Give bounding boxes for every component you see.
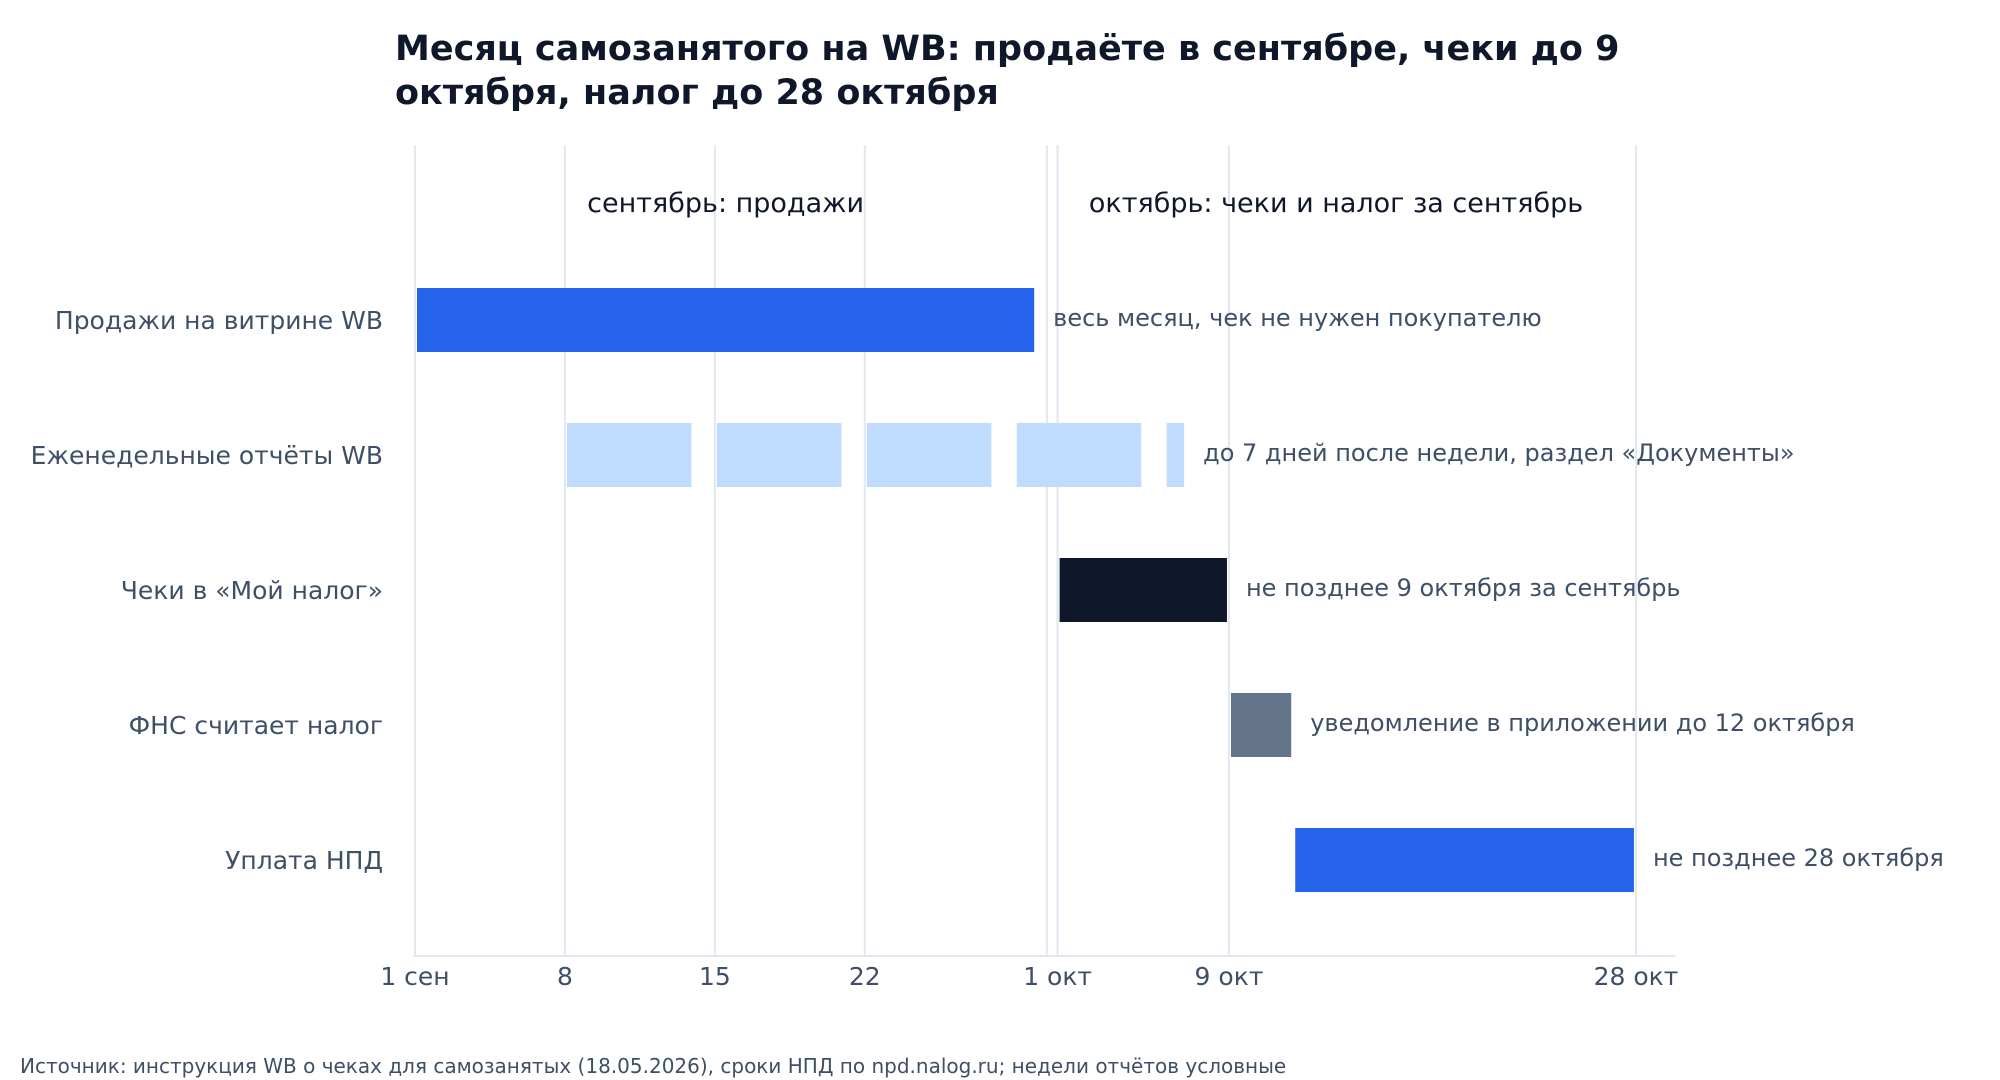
bar-annotation: до 7 дней после недели, раздел «Документ… xyxy=(1203,439,1794,467)
bar-annotation: весь месяц, чек не нужен покупателю xyxy=(1053,304,1542,332)
bar-annotation: не позднее 28 октября xyxy=(1653,844,1944,872)
category-label: Продажи на витрине WB xyxy=(55,306,383,335)
x-tick-label: 8 xyxy=(557,962,573,991)
bar-segment xyxy=(1166,423,1185,487)
chart-title-line-2: октября, налог до 28 октября xyxy=(395,73,999,113)
x-tick-label: 28 окт xyxy=(1594,962,1679,991)
bar-segment xyxy=(1016,423,1142,487)
category-label: ФНС считает налог xyxy=(129,711,383,740)
category-label: Уплата НПД xyxy=(225,846,383,875)
x-tick-label: 22 xyxy=(849,962,881,991)
category-label: Еженедельные отчёты WB xyxy=(31,441,383,470)
category-labels: Продажи на витрине WB Еженедельные отчёты… xyxy=(31,306,383,875)
source-note: Источник: инструкция WB о чеках для само… xyxy=(20,1054,1286,1078)
bars xyxy=(417,288,1634,892)
bar-annotations: весь месяц, чек не нужен покупателю до 7 … xyxy=(1053,304,1944,872)
category-label: Чеки в «Мой налог» xyxy=(121,576,383,605)
x-tick-label: 15 xyxy=(699,962,731,991)
period-label: сентябрь: продажи xyxy=(587,188,864,219)
bar-segment xyxy=(1059,558,1227,622)
bar-annotation: уведомление в приложении до 12 октября xyxy=(1310,709,1855,737)
bar-segment xyxy=(866,423,992,487)
x-axis: 1 сен 8 15 22 1 окт 9 окт 28 окт xyxy=(380,955,1679,991)
x-tick-label: 9 окт xyxy=(1195,962,1264,991)
bar-annotation: не позднее 9 октября за сентябрь xyxy=(1246,574,1681,602)
period-labels: сентябрь: продажи октябрь: чеки и налог з… xyxy=(587,188,1583,219)
bar-segment xyxy=(716,423,842,487)
period-label: октябрь: чеки и налог за сентябрь xyxy=(1089,188,1583,219)
bar-segment xyxy=(1295,828,1634,892)
bar-segment xyxy=(566,423,692,487)
bar-segment xyxy=(1230,693,1292,757)
grid xyxy=(414,145,1637,956)
chart-title-line-1: Месяц самозанятого на WB: продаёте в сен… xyxy=(395,29,1620,69)
bar-segment xyxy=(417,288,1035,352)
x-tick-label: 1 сен xyxy=(380,962,449,991)
x-tick-label: 1 окт xyxy=(1023,962,1092,991)
